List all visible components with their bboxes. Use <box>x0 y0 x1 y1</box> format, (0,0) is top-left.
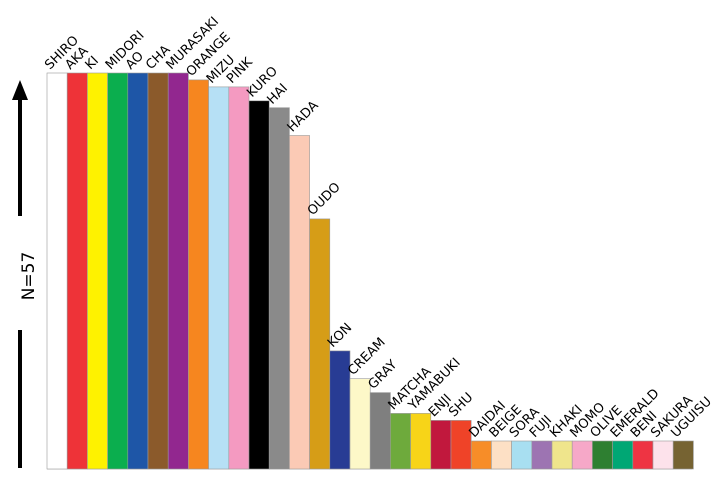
bar-matcha <box>390 413 411 470</box>
bar-cream <box>349 378 371 470</box>
bar-fuji <box>531 440 553 470</box>
bar-uguisu <box>672 440 694 470</box>
bar-mizu <box>208 86 230 470</box>
bar-label-midori: MIDORI <box>103 28 148 73</box>
bar-pink <box>228 86 250 470</box>
bar-midori <box>107 72 129 470</box>
bar-cha <box>147 72 169 470</box>
bar-olive <box>592 440 613 470</box>
bar-murasaki <box>167 72 189 470</box>
bar-label-shu: SHU <box>446 390 476 420</box>
bar-hai <box>268 107 290 470</box>
bar-label-hada: HADA <box>285 98 322 135</box>
bar-oudo <box>309 218 331 470</box>
y-axis-arrow <box>12 80 28 468</box>
bar-emerald <box>612 440 634 470</box>
y-axis-arrowhead <box>12 80 28 100</box>
bar-kuro <box>248 100 270 470</box>
bar-momo <box>571 440 593 470</box>
bar-enji <box>430 420 452 470</box>
y-axis-label: N=57 <box>19 252 39 301</box>
bar-shiro <box>46 72 68 470</box>
bar-sakura <box>652 440 674 470</box>
bar-beni <box>632 440 654 470</box>
bar-sora <box>511 440 533 470</box>
bar-hada <box>289 135 310 470</box>
bars-group <box>46 72 694 470</box>
bar-ao <box>127 72 149 470</box>
bar-orange <box>188 79 209 470</box>
bar-yamabuki <box>410 413 432 470</box>
bar-label-oudo: OUDO <box>305 180 344 219</box>
bar-daidai <box>470 440 492 470</box>
bar-aka <box>66 72 88 470</box>
bar-ki <box>87 72 108 470</box>
bar-khaki <box>551 440 573 470</box>
bar-beige <box>491 440 512 470</box>
